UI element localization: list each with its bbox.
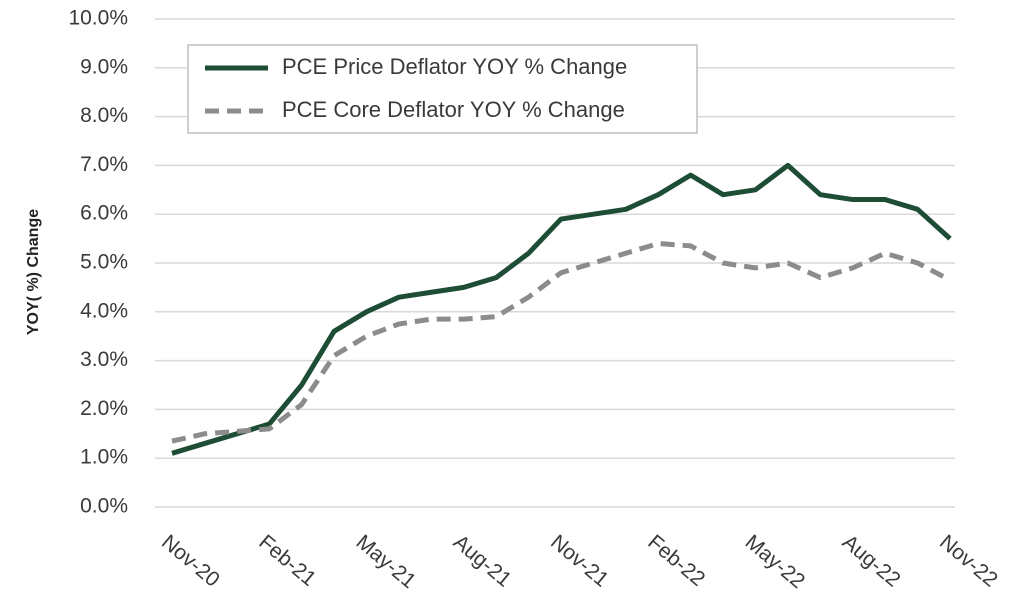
legend: PCE Price Deflator YOY % Change PCE Core … (187, 44, 698, 134)
y-tick-label: 7.0% (80, 153, 128, 176)
series-line (171, 162, 952, 456)
legend-box (187, 44, 698, 134)
x-tick-label: May-21 (352, 530, 420, 593)
x-tick-label: Feb-22 (643, 530, 709, 590)
y-tick-label: 2.0% (80, 397, 128, 420)
x-tick-label: Aug-21 (449, 530, 516, 591)
x-tick-label: Nov-21 (546, 530, 613, 591)
y-tick-label: 3.0% (80, 348, 128, 371)
y-tick-label: 4.0% (80, 299, 128, 322)
y-tick-label: 5.0% (80, 251, 128, 274)
y-tick-label: 9.0% (80, 55, 128, 78)
x-tick-label: Aug-22 (838, 530, 905, 591)
legend-label: PCE Price Deflator YOY % Change (282, 54, 627, 79)
x-tick-label: Nov-20 (157, 530, 224, 591)
y-tick-label: 0.0% (80, 495, 128, 518)
series-line (171, 240, 952, 444)
y-tick-label: 10.0% (68, 7, 128, 30)
y-axis-label: YOY( %) Change (25, 209, 42, 335)
x-tick-label: May-22 (741, 530, 809, 593)
x-tick-label: Feb-21 (254, 530, 320, 590)
y-tick-label: 6.0% (80, 202, 128, 225)
x-tick-label: Nov-22 (935, 530, 1002, 591)
y-tick-label: 1.0% (80, 446, 128, 469)
y-tick-label: 8.0% (80, 104, 128, 127)
legend-label: PCE Core Deflator YOY % Change (282, 97, 625, 122)
